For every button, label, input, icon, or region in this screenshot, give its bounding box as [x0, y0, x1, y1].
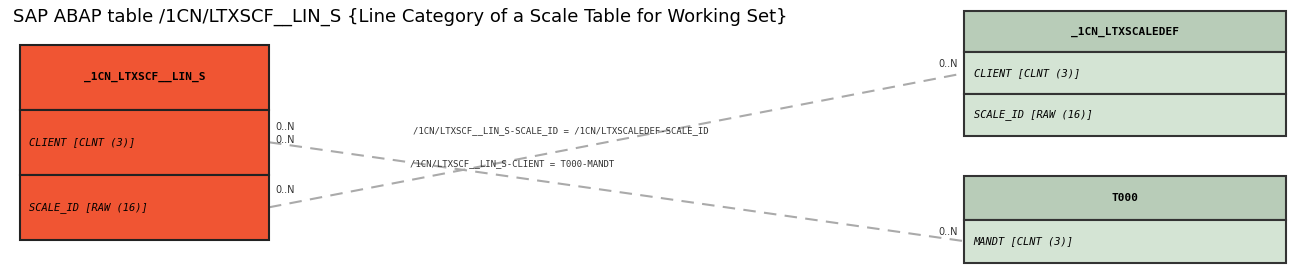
- Text: MANDT [CLNT (3)]: MANDT [CLNT (3)]: [974, 236, 1073, 246]
- Text: SAP ABAP table /1CN/LTXSCF__LIN_S {Line Category of a Scale Table for Working Se: SAP ABAP table /1CN/LTXSCF__LIN_S {Line …: [13, 8, 787, 26]
- Text: /1CN/LTXSCF__LIN_S-CLIENT = T000-MANDT: /1CN/LTXSCF__LIN_S-CLIENT = T000-MANDT: [411, 159, 614, 168]
- Bar: [964, 52, 1286, 94]
- Text: 0..N: 0..N: [276, 185, 295, 195]
- Text: CLIENT [CLNT (3)]: CLIENT [CLNT (3)]: [974, 68, 1080, 78]
- Bar: [964, 176, 1286, 220]
- Bar: [20, 45, 269, 110]
- Text: SCALE_ID [RAW (16)]: SCALE_ID [RAW (16)]: [29, 202, 148, 213]
- Text: _1CN_LTXSCALEDEF: _1CN_LTXSCALEDEF: [1071, 27, 1179, 37]
- Text: 0..N: 0..N: [276, 135, 295, 144]
- Text: 0..N: 0..N: [276, 122, 295, 132]
- Text: CLIENT [CLNT (3)]: CLIENT [CLNT (3)]: [29, 137, 135, 147]
- Text: /1CN/LTXSCF__LIN_S-SCALE_ID = /1CN/LTXSCALEDEF-SCALE_ID: /1CN/LTXSCF__LIN_S-SCALE_ID = /1CN/LTXSC…: [413, 126, 708, 135]
- Text: 0..N: 0..N: [938, 227, 958, 237]
- Bar: [964, 11, 1286, 52]
- Text: SCALE_ID [RAW (16)]: SCALE_ID [RAW (16)]: [974, 109, 1093, 120]
- Text: _1CN_LTXSCF__LIN_S: _1CN_LTXSCF__LIN_S: [84, 72, 205, 82]
- Bar: [20, 175, 269, 240]
- Bar: [20, 110, 269, 175]
- Bar: [964, 94, 1286, 136]
- Text: 0..N: 0..N: [938, 59, 958, 69]
- Text: T000: T000: [1111, 193, 1139, 203]
- Bar: [964, 220, 1286, 263]
